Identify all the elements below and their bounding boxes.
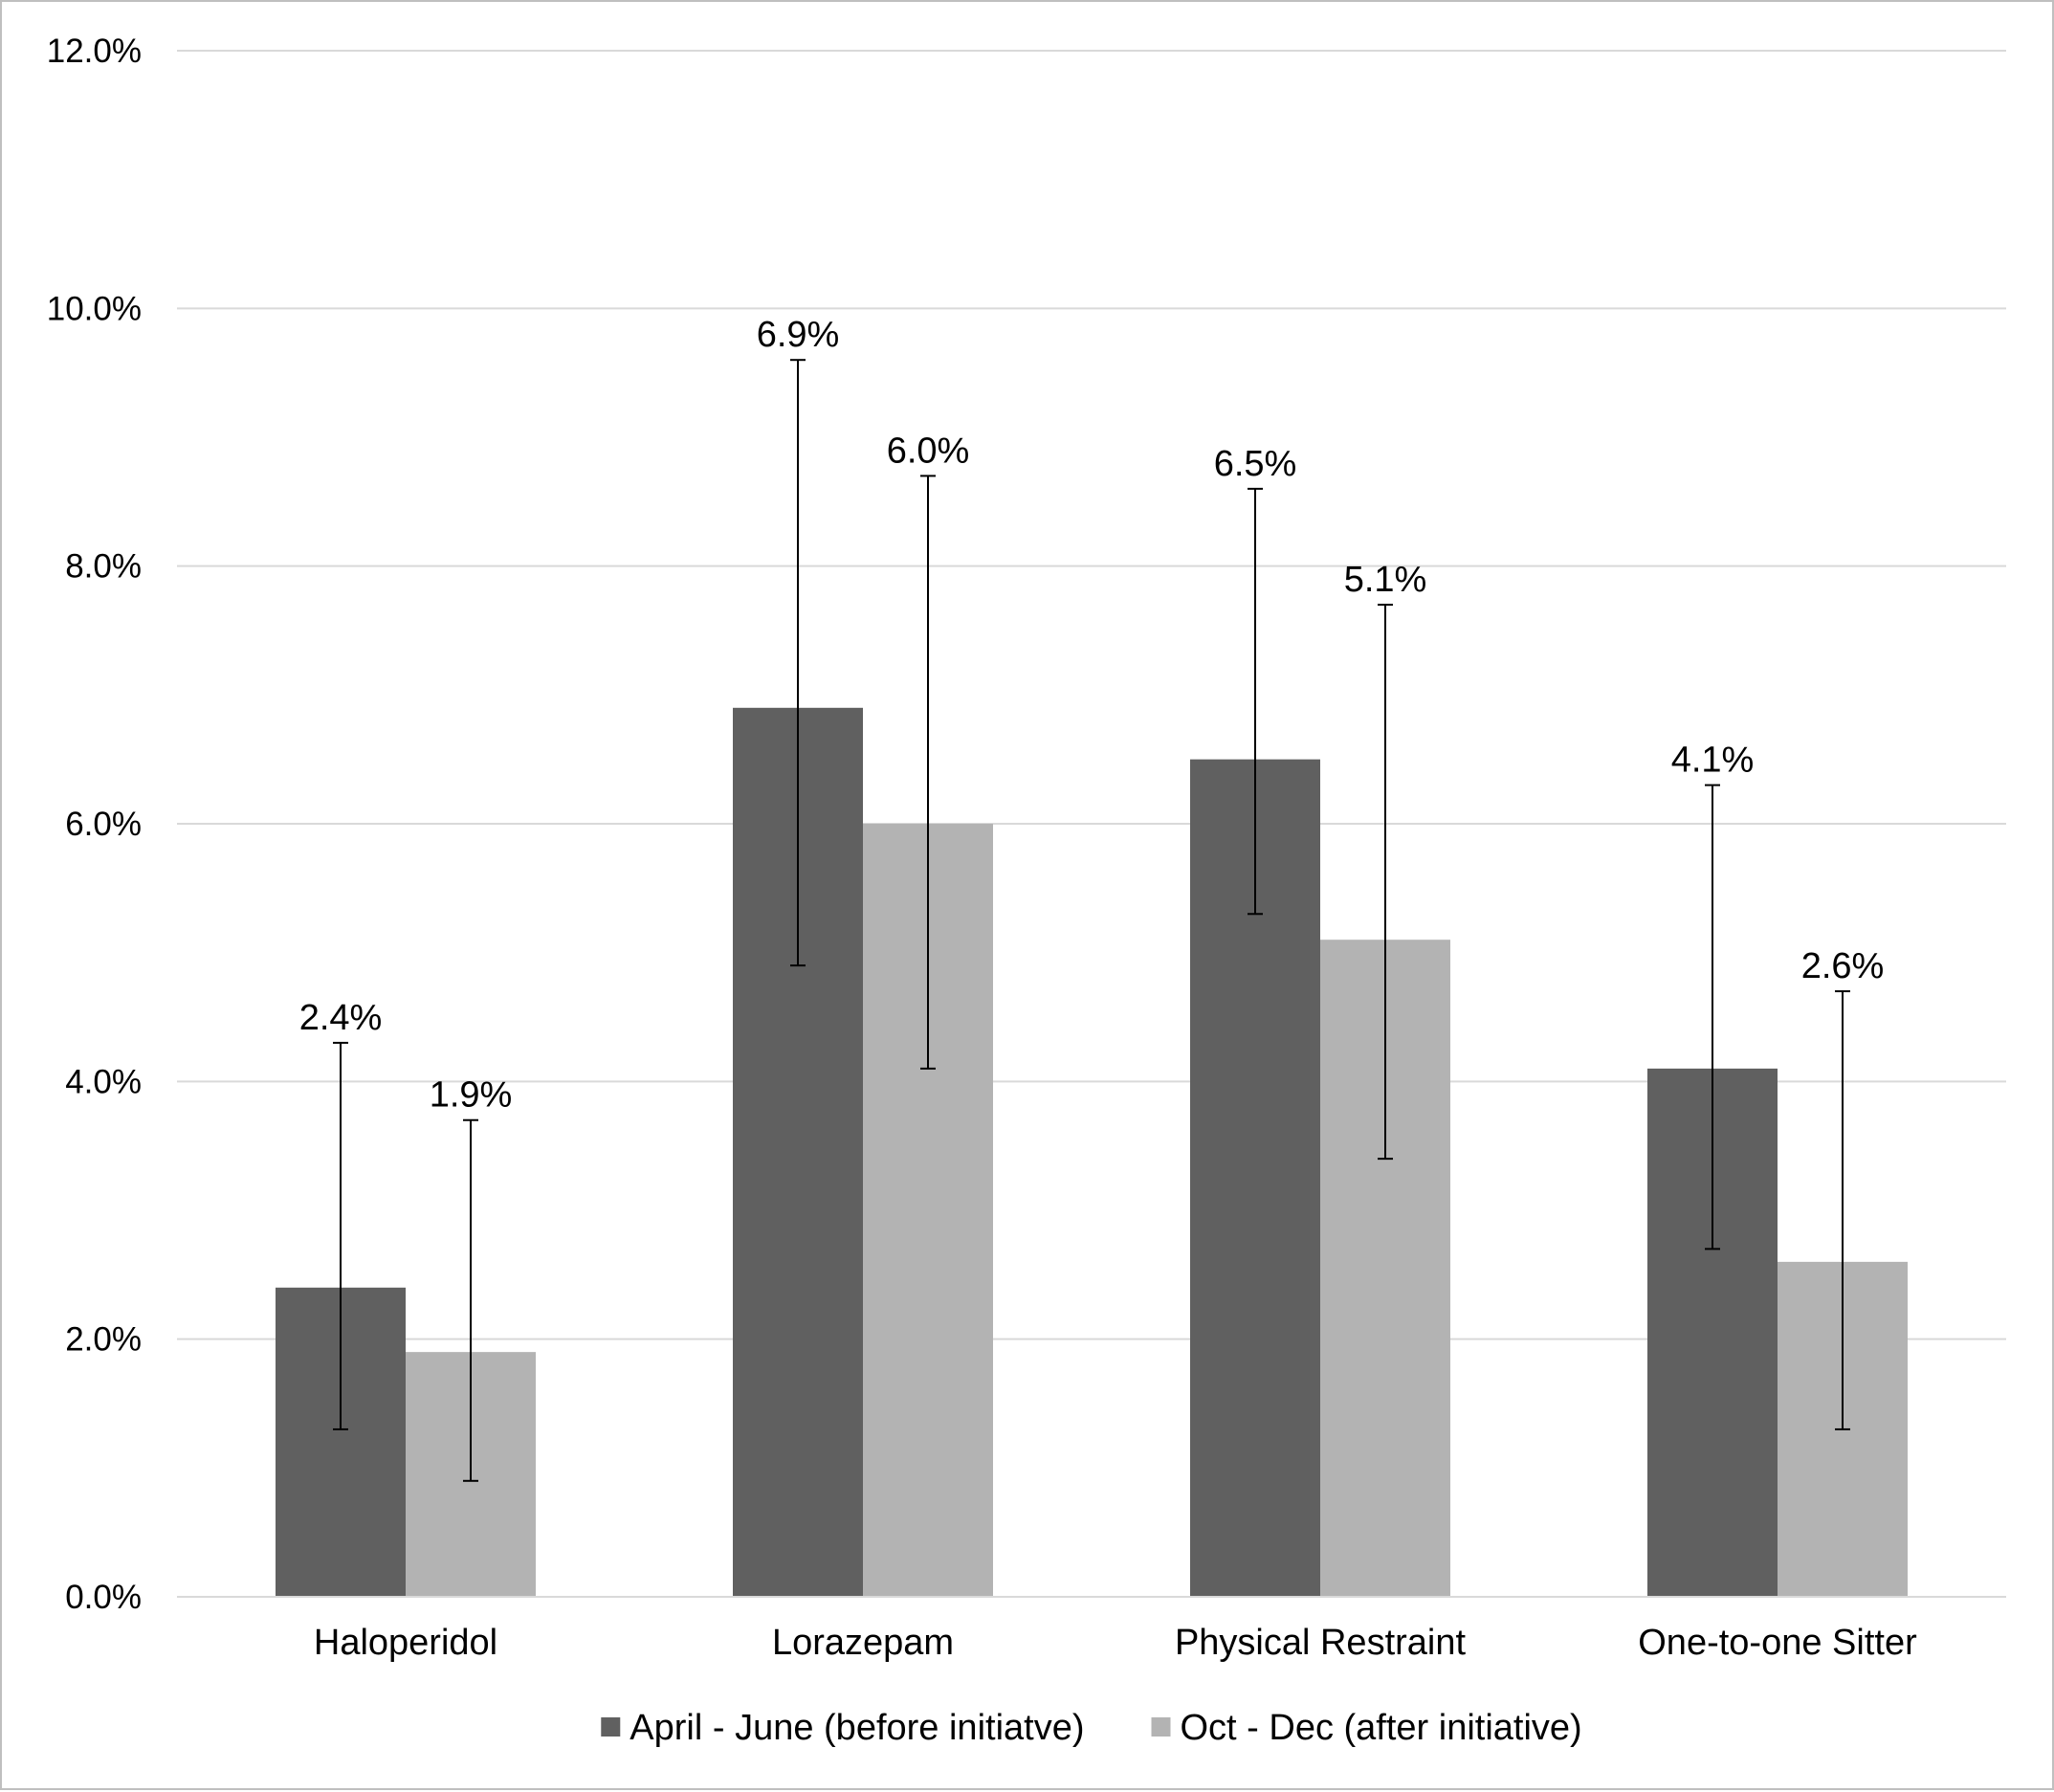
error-bar: [1248, 487, 1263, 916]
data-label: 6.9%: [757, 315, 840, 355]
data-label: 1.9%: [430, 1075, 513, 1116]
legend: April - June (before initiatve) Oct - Dec…: [601, 1708, 1582, 1748]
legend-item: Oct - Dec (after initiative): [1151, 1708, 1582, 1748]
y-tick-label: 8.0%: [65, 548, 142, 586]
data-label: 6.0%: [887, 431, 970, 471]
x-category-label: Physical Restraint: [1175, 1623, 1467, 1663]
legend-label: Oct - Dec (after initiative): [1181, 1708, 1582, 1748]
legend-swatch: [601, 1717, 621, 1737]
data-label: 5.1%: [1344, 560, 1427, 600]
error-bar: [463, 1118, 478, 1482]
error-bar: [1835, 990, 1850, 1430]
data-label: 4.1%: [1671, 741, 1755, 781]
error-bar: [333, 1041, 348, 1430]
y-tick-label: 6.0%: [65, 806, 142, 843]
error-bar: [920, 475, 936, 1070]
error-bars: [333, 359, 1850, 1482]
data-label: 2.6%: [1801, 946, 1885, 986]
y-tick-label: 12.0%: [47, 33, 142, 70]
legend-item: April - June (before initiatve): [601, 1708, 1085, 1748]
legend-swatch: [1151, 1717, 1171, 1737]
data-labels: 2.4% 1.9% 6.9% 6.0% 6.5% 5.1% 4.1% 2.6%: [299, 315, 1885, 1116]
error-bar: [790, 359, 806, 967]
y-axis-tick-labels: 0.0% 2.0% 4.0% 6.0% 8.0% 10.0% 12.0%: [47, 33, 142, 1616]
y-tick-label: 2.0%: [65, 1321, 142, 1359]
x-category-label: One-to-one Sitter: [1638, 1623, 1917, 1663]
y-tick-label: 10.0%: [47, 290, 142, 327]
y-tick-label: 0.0%: [65, 1579, 142, 1616]
legend-label: April - June (before initiatve): [629, 1708, 1084, 1748]
x-category-label: Lorazepam: [772, 1623, 954, 1663]
bars: [276, 707, 1908, 1597]
x-axis-category-labels: Haloperidol Lorazepam Physical Restraint On…: [314, 1623, 1917, 1663]
x-category-label: Haloperidol: [314, 1623, 497, 1663]
error-bar: [1705, 784, 1720, 1250]
y-tick-label: 4.0%: [65, 1063, 142, 1100]
data-label: 6.5%: [1214, 444, 1297, 484]
error-bar: [1378, 604, 1393, 1161]
data-label: 2.4%: [299, 998, 383, 1038]
